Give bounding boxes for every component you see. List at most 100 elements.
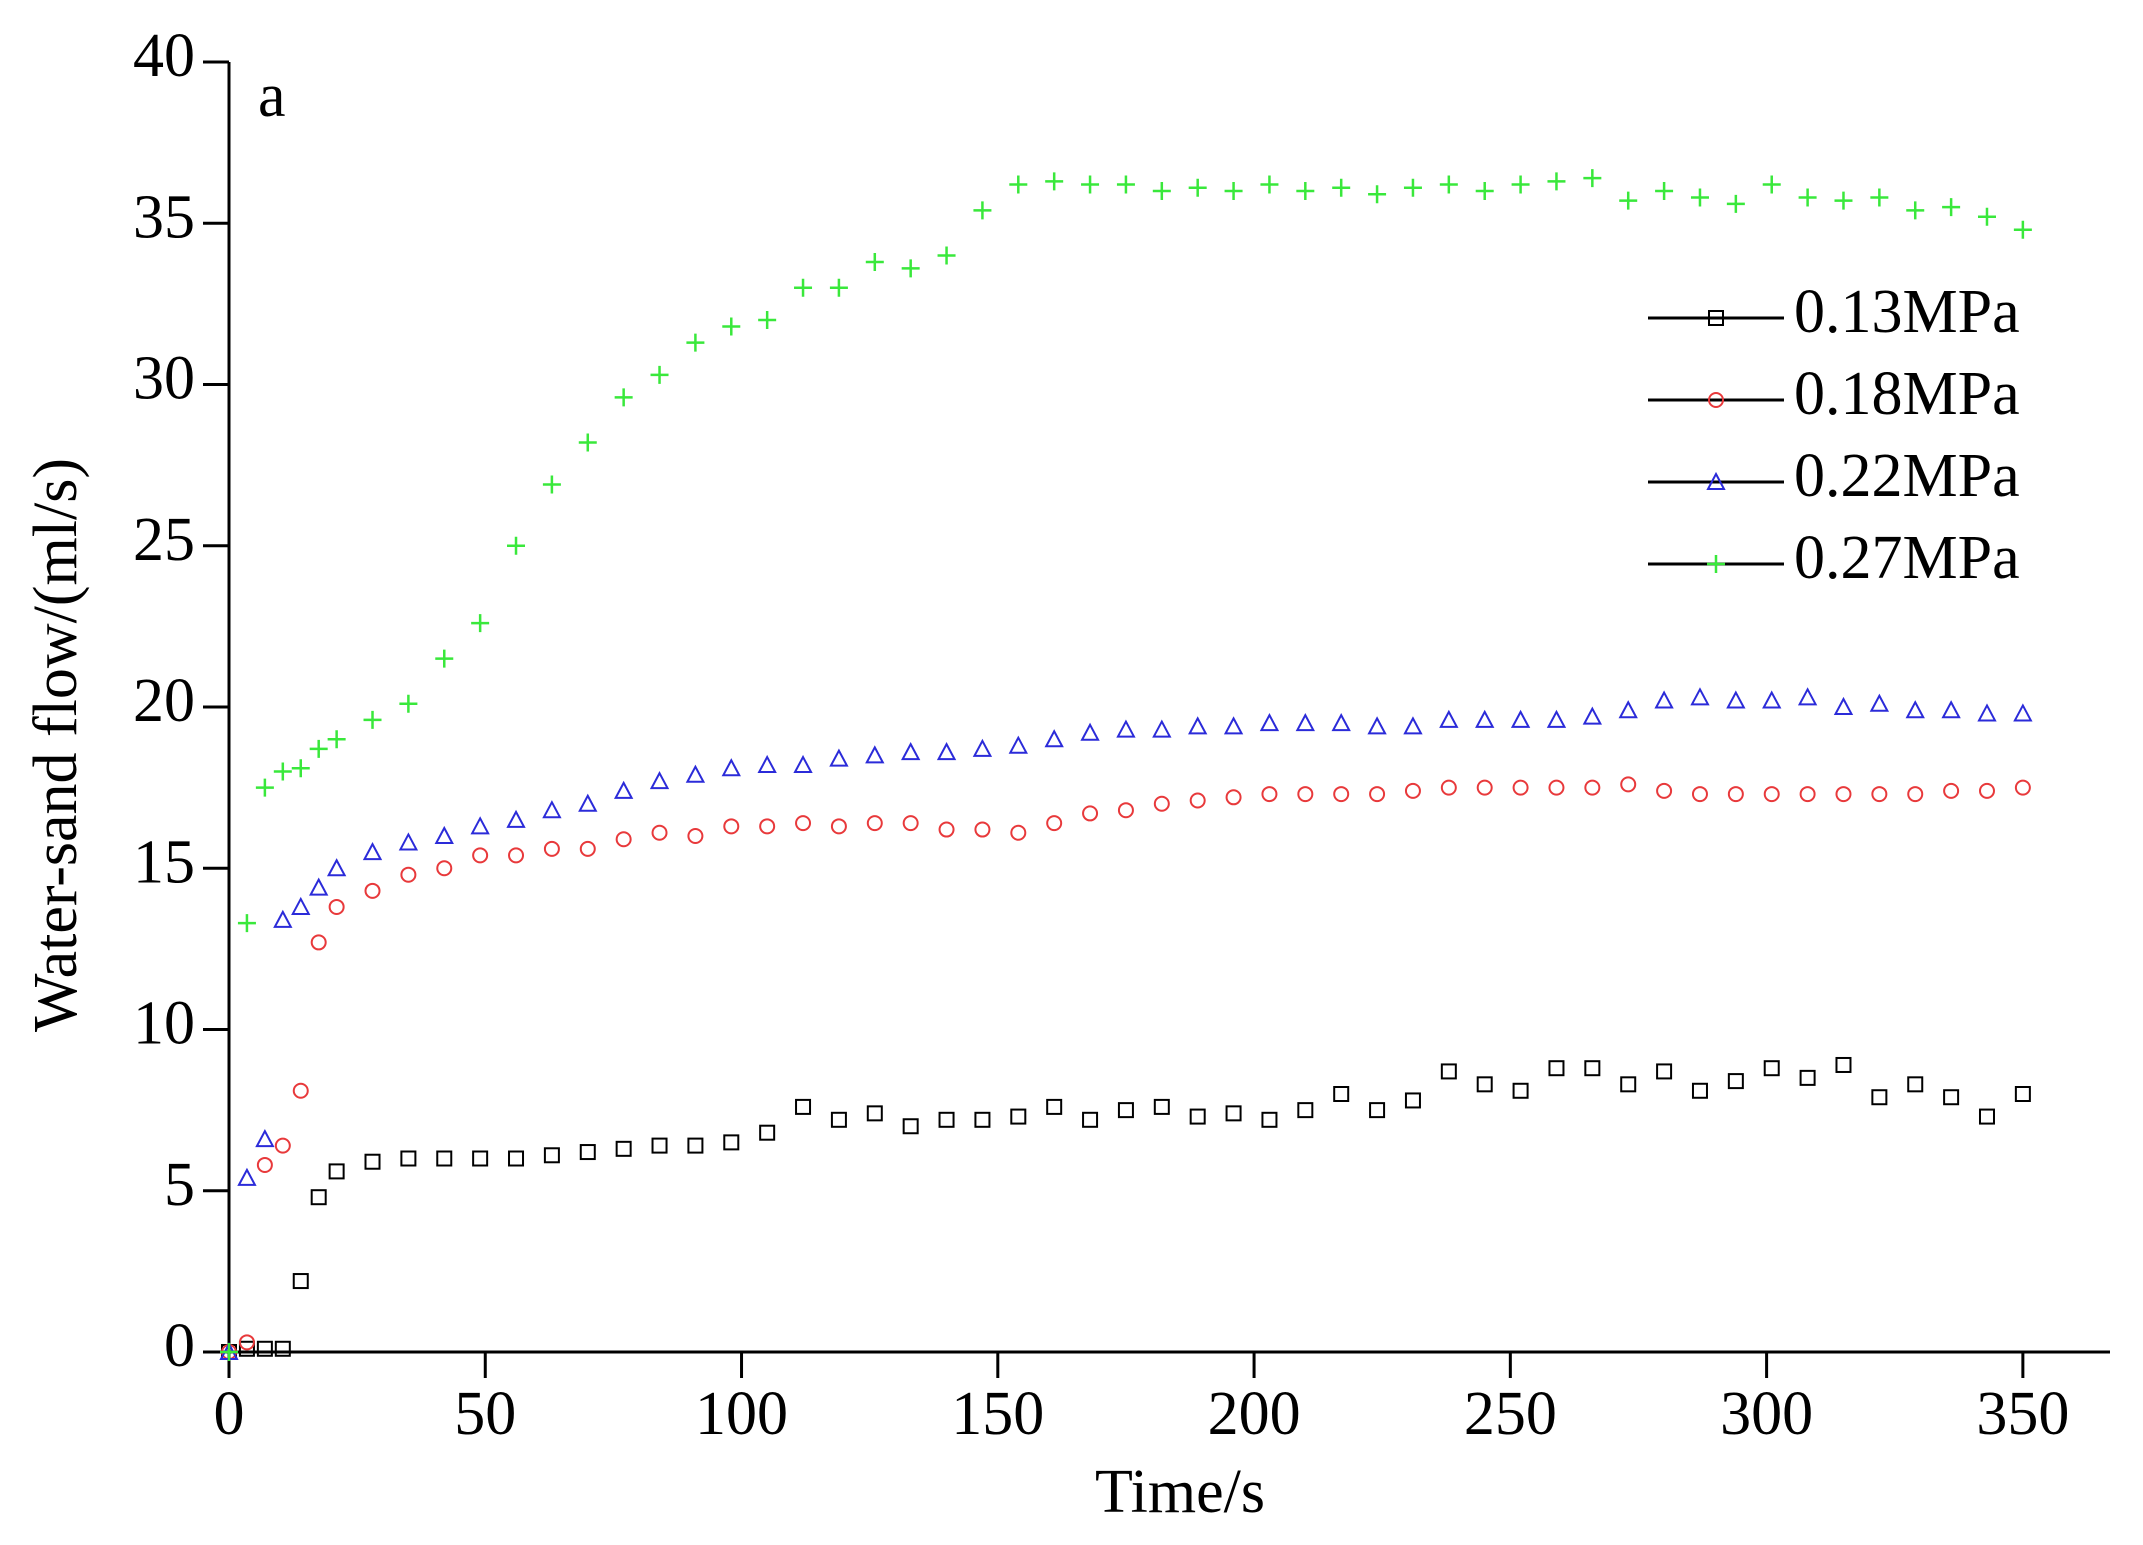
marker-circle	[1010, 824, 1027, 841]
marker-plus	[1511, 175, 1530, 194]
marker-square	[1799, 1069, 1816, 1086]
marker-plus	[291, 759, 310, 778]
marker-plus	[1655, 182, 1674, 200]
x-tick-label: 350	[1976, 1380, 2069, 1448]
marker-plus	[1475, 182, 1494, 200]
y-tick-label: 40	[133, 22, 195, 90]
marker-square	[1333, 1086, 1350, 1102]
marker-square	[400, 1150, 417, 1167]
marker-square	[256, 1340, 273, 1357]
marker-triangle	[470, 816, 490, 835]
legend-label: 0.18MPa	[1794, 360, 2020, 428]
marker-square	[1153, 1098, 1170, 1115]
marker-square	[238, 1340, 255, 1357]
legend-marker	[1707, 555, 1725, 573]
marker-triangle	[901, 742, 921, 761]
marker-plus	[1870, 188, 1889, 207]
marker-triangle	[255, 1129, 275, 1148]
marker-triangle	[578, 793, 598, 812]
marker-square	[1369, 1102, 1386, 1119]
marker-square	[830, 1111, 847, 1128]
marker-plus	[1332, 178, 1351, 197]
marker-circle	[1297, 786, 1314, 803]
marker-square	[292, 1273, 309, 1290]
marker-circle	[1943, 782, 1960, 799]
marker-square	[1978, 1108, 1995, 1125]
marker-triangle	[972, 738, 993, 757]
x-tick-label: 50	[454, 1380, 516, 1448]
y-tick-label: 5	[164, 1151, 195, 1219]
marker-square	[1010, 1108, 1027, 1125]
marker-triangle	[1905, 700, 1925, 719]
marker-triangle	[1080, 722, 1100, 741]
marker-triangle	[309, 877, 329, 896]
marker-circle	[1763, 786, 1780, 803]
marker-triangle	[649, 771, 670, 790]
marker-plus	[399, 694, 418, 713]
marker-plus	[1690, 188, 1709, 207]
marker-plus	[973, 201, 992, 220]
legend-marker	[1706, 471, 1726, 490]
marker-triangle	[273, 909, 293, 928]
marker-circle	[256, 1156, 273, 1173]
marker-square	[1476, 1076, 1493, 1093]
marker-circle	[1907, 786, 1924, 803]
marker-plus	[363, 710, 382, 729]
marker-circle	[1799, 786, 1816, 803]
marker-triangle	[1188, 716, 1208, 735]
marker-triangle	[542, 800, 562, 819]
marker-square	[472, 1150, 489, 1167]
x-tick-label: 150	[951, 1380, 1044, 1448]
marker-plus	[220, 1343, 238, 1361]
marker-circle	[472, 847, 489, 864]
marker-plus	[758, 311, 777, 329]
marker-square	[579, 1144, 596, 1161]
marker-plus	[1798, 188, 1817, 207]
marker-square	[1835, 1056, 1852, 1073]
marker-triangle	[1869, 693, 1890, 712]
legend-marker	[1708, 392, 1724, 408]
marker-plus	[1547, 172, 1566, 191]
panel-label: a	[258, 62, 286, 130]
marker-plus	[1009, 175, 1028, 194]
marker-triangle	[1546, 709, 1567, 728]
marker-plus	[650, 365, 669, 384]
marker-plus	[1906, 201, 1925, 220]
x-axis-label: Time/s	[1095, 1458, 1265, 1526]
marker-circle	[1978, 782, 1995, 799]
marker-circle	[1656, 782, 1673, 799]
marker-square	[1691, 1082, 1708, 1099]
marker-plus	[578, 433, 597, 452]
marker-circle	[1046, 815, 1063, 832]
marker-square	[310, 1189, 327, 1206]
marker-triangle	[1690, 687, 1710, 706]
x-tick-label: 300	[1720, 1380, 1813, 1448]
marker-square	[1871, 1089, 1888, 1106]
marker-triangle	[1941, 700, 1961, 719]
marker-circle	[2014, 779, 2031, 796]
marker-square	[1620, 1076, 1637, 1093]
marker-triangle	[362, 842, 383, 861]
marker-circle	[866, 815, 883, 832]
legend-label: 0.22MPa	[1794, 442, 2020, 510]
marker-plus	[1045, 172, 1064, 191]
marker-plus	[507, 536, 526, 555]
y-tick-label: 20	[133, 667, 195, 735]
marker-circle	[1584, 779, 1601, 796]
legend-marker	[1708, 310, 1724, 326]
marker-plus	[829, 278, 848, 297]
marker-square	[2014, 1086, 2031, 1102]
marker-triangle	[613, 780, 634, 799]
marker-triangle	[1367, 716, 1387, 735]
marker-plus	[255, 778, 274, 797]
marker-square	[1297, 1102, 1314, 1119]
y-tick-label: 0	[164, 1312, 195, 1380]
marker-circle	[436, 860, 453, 877]
marker-triangle	[1762, 690, 1782, 709]
marker-circle	[1404, 782, 1421, 799]
marker-circle	[1512, 779, 1529, 796]
marker-triangle	[1797, 687, 1818, 706]
marker-triangle	[1510, 709, 1531, 728]
marker-circle	[1225, 789, 1242, 806]
